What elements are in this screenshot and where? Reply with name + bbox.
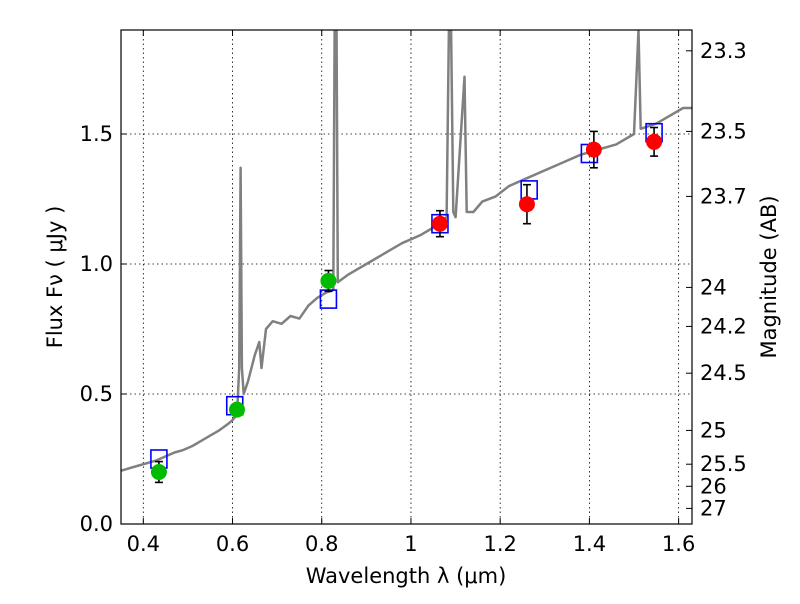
x-tick-label: 1.2 <box>483 532 516 556</box>
x-tick-label: 1.4 <box>573 532 606 556</box>
y2-tick-label: 23.5 <box>700 119 747 143</box>
x-tick-label: 0.4 <box>127 532 160 556</box>
y2-tick-label: 25.5 <box>700 452 747 476</box>
optical-data-point <box>320 272 337 289</box>
axis-layer: 0.4 0.6 0.8 1 1.2 1.4 1.6 0.0 0.5 1.0 1.5 23.3 23.5 2… <box>80 30 747 556</box>
y2-tick-label: 24 <box>700 275 727 299</box>
nir-data-point <box>646 133 663 150</box>
nir-data-point <box>431 215 448 232</box>
model-sed-line <box>121 30 692 472</box>
y2-tick-label: 24.5 <box>700 361 747 385</box>
nir-data-point <box>585 141 602 158</box>
x-tick-label: 1 <box>404 532 417 556</box>
x-tick-label: 0.8 <box>305 532 338 556</box>
y2-tick-label: 23.3 <box>700 39 747 63</box>
optical-data-point <box>228 401 245 418</box>
y2-tick-label: 27 <box>700 496 727 520</box>
optical-data-point <box>150 464 167 480</box>
x-tick-label: 0.6 <box>216 532 249 556</box>
y-tick-label: 1.5 <box>80 122 113 146</box>
y-tick-label: 0.0 <box>80 512 113 536</box>
y-axis-label: Flux Fν ( μJy ) <box>43 206 67 349</box>
nir-data-point <box>518 196 535 213</box>
x-axis-label: Wavelength λ (μm) <box>306 564 507 588</box>
y2-axis-label: Magnitude (AB) <box>757 195 781 358</box>
y-tick-label: 1.0 <box>80 252 113 276</box>
y2-tick-label: 23.7 <box>700 184 747 208</box>
y-tick-label: 0.5 <box>80 382 113 406</box>
data-layer <box>121 30 692 484</box>
plot-frame <box>120 29 693 525</box>
y2-tick-label: 24.2 <box>700 314 747 338</box>
y2-tick-label: 25 <box>700 418 727 442</box>
y2-tick-label: 26 <box>700 474 727 498</box>
x-tick-label: 1.6 <box>662 532 695 556</box>
